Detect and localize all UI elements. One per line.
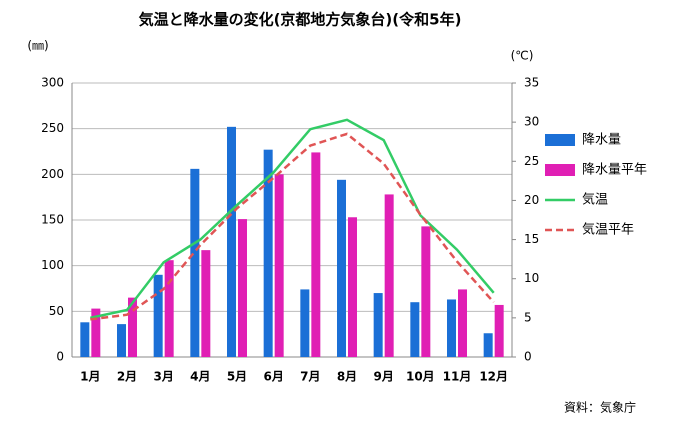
x-tick-label: 2月	[117, 370, 137, 384]
bar	[201, 250, 211, 357]
bar	[447, 299, 456, 357]
bar	[238, 219, 247, 357]
y-tick-label: 300	[41, 76, 64, 90]
x-tick-label: 4月	[190, 370, 210, 384]
y2-tick-label: 35	[524, 76, 539, 90]
bar	[311, 152, 321, 357]
x-tick-label: 10月	[406, 370, 435, 384]
bar	[128, 297, 137, 357]
legend-swatch	[545, 134, 575, 146]
legend-label: 気温	[582, 192, 608, 208]
line	[90, 118, 495, 320]
bar	[494, 304, 504, 357]
x-tick-label: 12月	[479, 370, 508, 384]
y2-axis-label: (℃)	[511, 49, 534, 63]
y2-tick-label: 5	[524, 310, 532, 324]
y-tick-label: 50	[49, 304, 64, 318]
bar	[227, 126, 236, 357]
legend-label: 降水量	[582, 133, 621, 148]
y2-tick-label: 15	[524, 232, 539, 246]
bar	[458, 289, 467, 357]
source: 資料：気象庁	[564, 400, 636, 415]
y2-tick-label: 10	[524, 271, 539, 285]
x-tick-label: 11月	[443, 370, 472, 384]
bar	[348, 217, 357, 357]
bar	[164, 260, 174, 357]
y-tick-label: 250	[41, 121, 64, 135]
bar	[421, 226, 431, 357]
y-tick-label: 100	[41, 258, 64, 272]
bar	[274, 174, 284, 357]
line	[90, 132, 495, 321]
legend-label: 降水量平年	[582, 163, 647, 178]
legend-swatch	[545, 164, 575, 176]
x-tick-label: 3月	[153, 370, 173, 384]
bar	[263, 149, 273, 357]
y-tick-label: 200	[41, 167, 64, 181]
bar	[190, 168, 200, 357]
bar	[483, 333, 493, 357]
bar	[410, 302, 420, 357]
y2-tick-label: 20	[524, 193, 539, 207]
bar	[373, 293, 383, 357]
y2-tick-label: 25	[524, 154, 539, 168]
x-tick-label: 7月	[300, 370, 320, 384]
y-tick-label: 150	[41, 213, 64, 227]
bar	[91, 308, 101, 357]
bar	[117, 324, 126, 357]
y-tick-label: 0	[56, 350, 64, 364]
x-tick-label: 9月	[373, 370, 393, 384]
y2-tick-label: 0	[524, 350, 532, 364]
y-axis-label: (㎜)	[27, 39, 48, 53]
y2-tick-label: 30	[524, 115, 539, 129]
x-tick-label: 5月	[227, 370, 247, 384]
bar	[300, 289, 310, 357]
bar	[337, 179, 346, 357]
x-tick-label: 6月	[263, 370, 283, 384]
bar	[384, 194, 394, 357]
x-tick-label: 8月	[337, 370, 357, 384]
chart-title: 気温と降水量の変化(京都地方気象台)(令和5年)	[139, 11, 462, 29]
x-tick-label: 1月	[80, 370, 100, 384]
legend-label: 気温平年	[582, 222, 634, 238]
bar	[153, 274, 163, 357]
bar	[80, 322, 90, 357]
